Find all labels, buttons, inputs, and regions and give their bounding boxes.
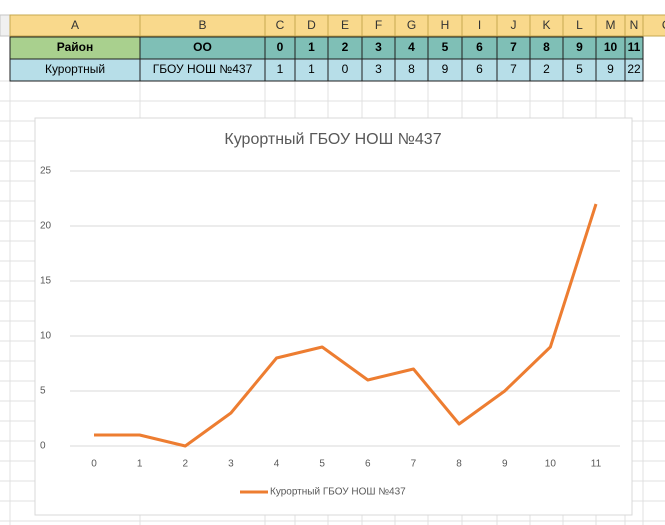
x-tick-label: 7 [411, 459, 417, 470]
cell-text: 0 [277, 40, 284, 54]
column-letter: J [511, 18, 517, 32]
column-letter: I [478, 18, 481, 32]
column-letter: K [542, 18, 550, 32]
cell-text: 7 [510, 62, 517, 76]
column-letter: B [198, 18, 206, 32]
cell-text: 1 [308, 40, 315, 54]
column-letter: C [276, 18, 285, 32]
column-letter: H [441, 18, 450, 32]
column-letter: L [576, 18, 583, 32]
x-tick-label: 1 [137, 459, 143, 470]
chart-title: Курортный ГБОУ НОШ №437 [224, 131, 441, 148]
cell-text: 10 [604, 40, 618, 54]
chart-area[interactable] [34, 117, 633, 516]
cell-text: 4 [408, 40, 415, 54]
column-letter: F [375, 18, 382, 32]
cell-text: 5 [576, 62, 583, 76]
cell-text: 11 [628, 40, 641, 54]
x-tick-label: 3 [228, 459, 234, 470]
x-tick-label: 10 [545, 459, 557, 470]
cell-text: Район [57, 40, 93, 54]
column-letter: E [341, 18, 349, 32]
column-letter: D [307, 18, 316, 32]
cell-text: ОО [193, 40, 212, 54]
y-tick-label: 15 [40, 276, 52, 287]
y-tick-label: 0 [40, 441, 46, 452]
x-tick-label: 11 [591, 459, 602, 470]
cell-text: 1 [277, 62, 284, 76]
cell-text: 7 [510, 40, 517, 54]
cell-text: Курортный [45, 62, 105, 76]
line-series [94, 203, 598, 448]
x-tick-label: 0 [91, 459, 97, 470]
column-letter: M [606, 18, 616, 32]
cell-text: 3 [375, 62, 382, 76]
x-tick-label: 6 [365, 459, 371, 470]
cell-text: 2 [342, 40, 349, 54]
x-tick-label: 9 [502, 459, 508, 470]
cell-text: 22 [627, 62, 641, 76]
cell [624, 58, 644, 82]
legend-label: Курортный ГБОУ НОШ №437 [270, 487, 406, 498]
cell-text: 0 [342, 62, 349, 76]
column-letter: A [71, 18, 79, 32]
cell-text: ГБОУ НОШ №437 [153, 62, 253, 76]
y-tick-label: 5 [40, 386, 46, 397]
y-tick-label: 25 [40, 166, 52, 177]
cell-text: 8 [543, 40, 550, 54]
column-letter: G [407, 18, 416, 32]
x-tick-label: 2 [182, 459, 188, 470]
column-header [642, 14, 665, 37]
corner [0, 14, 11, 37]
column-letter: N [630, 18, 639, 32]
cell-text: 9 [442, 62, 449, 76]
y-tick-label: 20 [40, 221, 52, 232]
cell-text: 3 [375, 40, 382, 54]
cell-text: 9 [607, 62, 614, 76]
column-letter: O [662, 18, 665, 32]
cell-text: 1 [308, 62, 315, 76]
chart: 0 5 10 15 20 25 0 1 2 3 4 5 6 7 8 9 10 11 Курортный ГБОУ Н… [40, 166, 620, 498]
cell-text: 6 [476, 62, 483, 76]
cell-text: 6 [476, 40, 483, 54]
cell-text: 2 [543, 62, 550, 76]
y-tick-label: 10 [40, 331, 52, 342]
cell-text: 5 [442, 40, 449, 54]
x-tick-label: 4 [274, 459, 280, 470]
x-tick-label: 8 [456, 459, 462, 470]
table: ABCDEFGHIJKLMNOРайонОО01234567891011Куро… [0, 14, 665, 82]
cell-text: 8 [408, 62, 415, 76]
cell-text: 9 [576, 40, 583, 54]
x-tick-label: 5 [319, 459, 325, 470]
